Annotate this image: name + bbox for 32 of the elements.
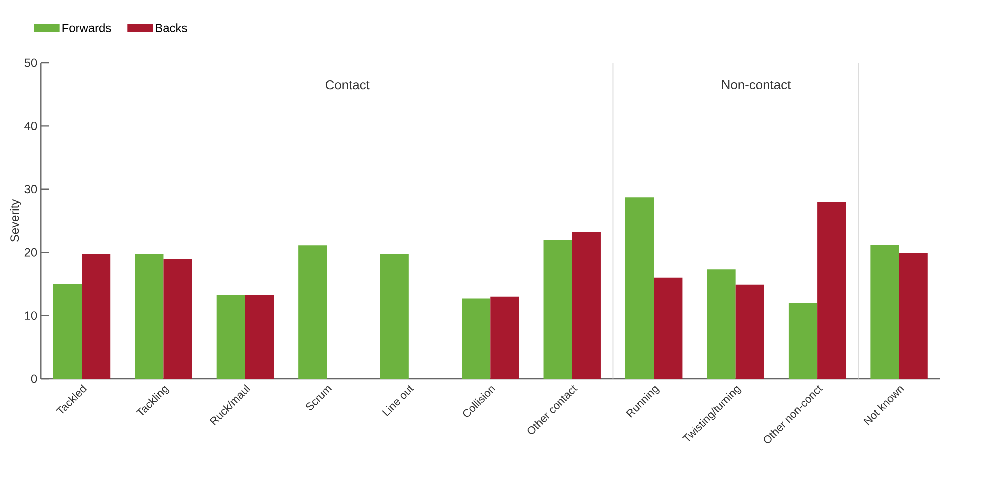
bar [818,202,846,379]
bar [164,260,192,379]
bar [380,254,409,379]
bar [245,294,274,379]
x-tick-label: Line out [382,385,414,417]
y-tick-label: 50 [24,58,38,68]
bar [899,253,928,379]
bar [298,246,328,379]
y-tick-label: 40 [24,122,38,130]
y-tick-label: 20 [24,248,38,257]
bar [572,232,601,379]
bar [788,303,818,379]
y-tick-label: 0 [31,374,38,384]
bar [135,254,164,379]
bar [736,284,764,379]
bar [82,254,111,379]
legend-label: Forwards [62,24,112,32]
bar [216,294,246,379]
bar [490,296,520,379]
bar [625,198,654,379]
bar [544,240,572,379]
bar [53,284,82,379]
bar [462,298,491,379]
y-tick-label: 30 [24,185,38,194]
annotation: Non-contact [722,80,792,90]
annotation: Contact [326,80,370,90]
bar [870,245,900,379]
bar [654,278,683,379]
legend-label: Backs [156,24,188,32]
y-tick-label: 10 [25,312,38,320]
y-axis-title: Severity [10,199,22,242]
bar [707,270,736,379]
